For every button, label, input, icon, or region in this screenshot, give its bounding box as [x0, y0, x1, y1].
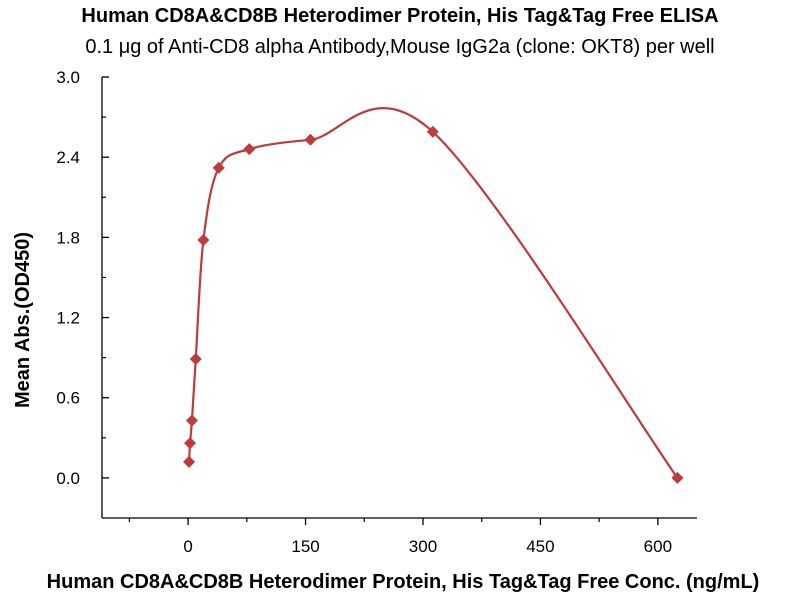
data-point: [671, 471, 684, 484]
data-point: [243, 143, 256, 156]
x-axis-title: Human CD8A&CD8B Heterodimer Protein, His…: [47, 571, 760, 593]
data-point: [185, 414, 198, 427]
x-tick-label: 450: [526, 537, 554, 556]
data-point: [184, 437, 197, 450]
x-tick-label: 150: [291, 537, 319, 556]
data-point: [183, 455, 196, 468]
x-tick-label: 600: [644, 537, 672, 556]
fit-curve: [187, 107, 679, 479]
data-point: [197, 234, 210, 247]
data-point: [304, 133, 317, 146]
x-tick-label: 0: [183, 537, 192, 556]
y-tick-label: 2.4: [56, 148, 80, 167]
y-tick-label: 0.0: [56, 469, 80, 488]
data-point: [212, 161, 225, 174]
y-tick-label: 1.8: [56, 228, 80, 247]
y-tick-label: 1.2: [56, 309, 80, 328]
plot-area: 0.0 0.6 1.2 1.8 2.4 3.0 0 150 300 450 600: [56, 68, 697, 556]
chart-title: Human CD8A&CD8B Heterodimer Protein, His…: [81, 5, 718, 27]
y-axis-title: Mean Abs.(OD450): [12, 232, 34, 408]
y-tick-label: 0.6: [56, 389, 80, 408]
data-point: [426, 125, 439, 138]
chart-subtitle: 0.1 μg of Anti-CD8 alpha Antibody,Mouse …: [85, 36, 714, 58]
y-tick-label: 3.0: [56, 68, 80, 87]
data-point: [189, 352, 202, 365]
x-tick-label: 300: [409, 537, 437, 556]
